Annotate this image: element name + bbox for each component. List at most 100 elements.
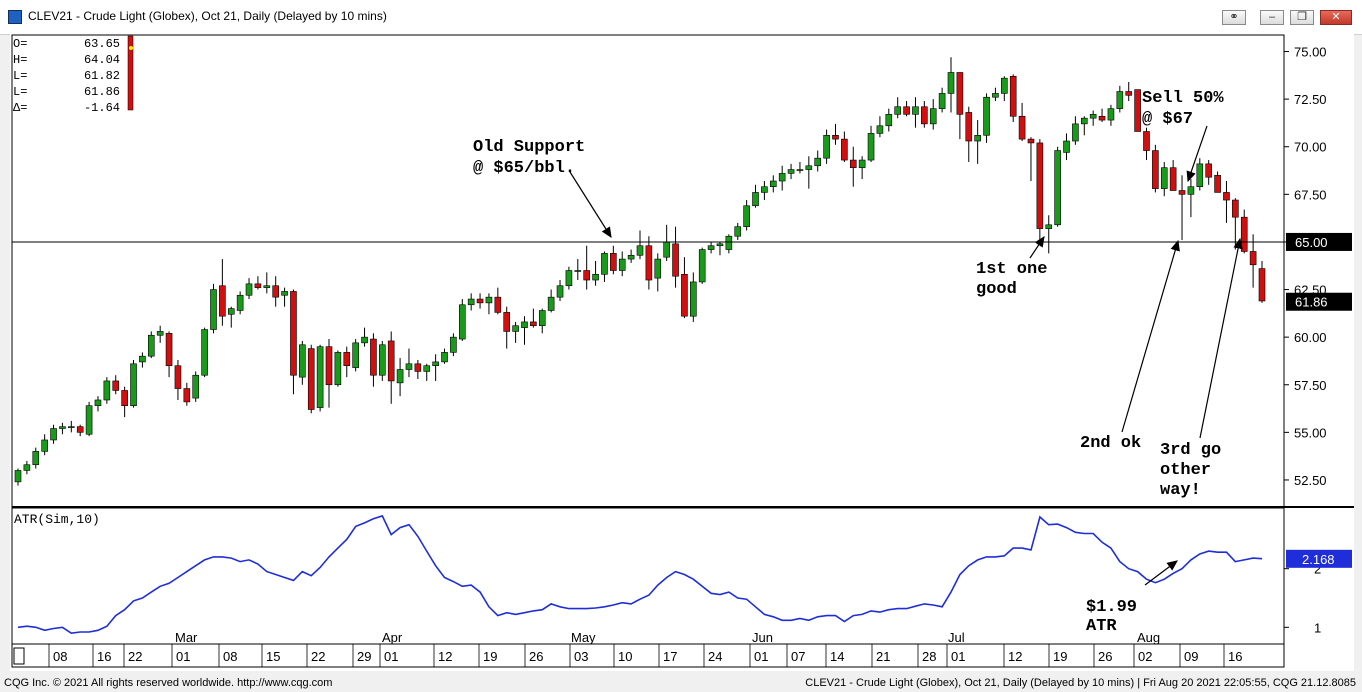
annotation-third: way! xyxy=(1160,481,1201,500)
x-day-label: 15 xyxy=(266,649,280,664)
candle-body xyxy=(245,283,253,296)
candle-body xyxy=(867,133,875,161)
candle-body xyxy=(112,380,120,391)
x-month-label: Mar xyxy=(175,630,198,645)
candle-body xyxy=(743,205,750,228)
link-icon[interactable]: ⚭ xyxy=(1222,10,1246,25)
candle-body xyxy=(698,249,706,283)
window-titlebar: CLEV21 - Crude Light (Globex), Oct 21, D… xyxy=(0,0,1362,35)
atr-panel-label: ATR(Sim,10) xyxy=(14,512,100,527)
candle-body xyxy=(778,173,786,182)
annotation-old-support: @ $65/bbl. xyxy=(473,159,575,178)
candle-body xyxy=(414,363,422,372)
chart-area[interactable]: 2 1 2.168 ATR(Sim,10) 75.00 72.50 70.00 67.50 6… xyxy=(10,34,1354,671)
candle-body xyxy=(512,325,519,332)
annotation-sell: @ $67 xyxy=(1142,110,1193,129)
candle-body xyxy=(219,285,226,317)
candle-body xyxy=(769,180,777,188)
candle-body xyxy=(458,304,466,340)
price-tick-label: 72.50 xyxy=(1294,92,1327,107)
candle-body xyxy=(85,405,93,435)
app-icon xyxy=(8,10,22,24)
candle-body xyxy=(849,159,857,168)
candle-body xyxy=(1134,89,1141,132)
candle-body xyxy=(1214,174,1221,193)
price-tick-label: 75.00 xyxy=(1294,45,1327,60)
arrow-old-support xyxy=(569,171,612,239)
candle-body xyxy=(787,169,795,174)
arrow-first xyxy=(1029,236,1045,259)
candle-body xyxy=(547,296,555,311)
candle-body xyxy=(379,344,386,376)
candle-body xyxy=(565,270,573,287)
x-day-label: 03 xyxy=(574,649,588,664)
x-day-label: 24 xyxy=(708,649,722,664)
x-day-label: 08 xyxy=(223,649,237,664)
annotation-first: 1st one xyxy=(976,260,1047,279)
candle-body xyxy=(299,344,306,378)
annotation-old-support: Old Support xyxy=(473,138,585,157)
candle-body xyxy=(23,464,31,471)
x-day-label: 17 xyxy=(663,649,677,664)
candle-body xyxy=(1027,138,1035,144)
ohlc-value: 63.65 xyxy=(84,37,120,51)
candle-body xyxy=(352,342,359,368)
candle-body xyxy=(921,106,928,125)
x-day-label: 12 xyxy=(1008,649,1022,664)
close-icon[interactable]: ✕ xyxy=(1320,10,1352,25)
candle-body xyxy=(583,270,590,281)
candle-body xyxy=(876,125,884,134)
x-month-label: Jun xyxy=(752,630,773,645)
atr-tick-label: 2 xyxy=(1314,562,1321,577)
candle-body xyxy=(1143,131,1150,151)
x-axis-strip xyxy=(11,643,1285,668)
candle-body xyxy=(654,258,662,279)
candle-body xyxy=(1045,224,1053,229)
candle-body xyxy=(725,235,733,250)
arrow-second xyxy=(1121,239,1180,433)
atr-value-label: 2.168 xyxy=(1302,552,1335,567)
candle-body xyxy=(1178,190,1186,195)
candle-body xyxy=(281,291,288,296)
restore-icon[interactable]: ❐ xyxy=(1290,10,1314,25)
ohlc-label: H= xyxy=(13,53,27,67)
candle-body xyxy=(263,285,271,288)
x-day-label: 01 xyxy=(384,649,398,664)
status-text: CLEV21 - Crude Light (Globex), Oct 21, D… xyxy=(805,677,1356,689)
ohlc-label: O= xyxy=(13,37,27,51)
x-month-label: Aug xyxy=(1137,630,1160,645)
candle-body xyxy=(50,428,57,441)
candle-body xyxy=(974,135,981,142)
candle-body xyxy=(681,274,688,317)
candle-body xyxy=(210,289,217,330)
copyright-text: CQG Inc. © 2021 All rights reserved worl… xyxy=(4,677,333,689)
candle-body xyxy=(343,352,351,367)
candle-body xyxy=(156,331,164,336)
ohlc-value: 64.04 xyxy=(84,53,120,67)
candle-body xyxy=(370,338,377,376)
annotation-atr: $1.99 xyxy=(1086,598,1137,617)
annotation-sell: Sell 50% xyxy=(1142,89,1224,108)
x-day-label: 19 xyxy=(483,649,497,664)
candle-body xyxy=(423,365,431,372)
candle-body xyxy=(1080,117,1088,125)
candle-body xyxy=(1089,114,1097,119)
candle-body xyxy=(938,93,946,109)
atr-value-tag xyxy=(1286,549,1352,568)
arrow-third xyxy=(1199,237,1243,439)
arrow-atr xyxy=(1144,560,1178,586)
candle-body xyxy=(396,369,404,384)
candle-body xyxy=(1009,75,1017,117)
candle-body xyxy=(1018,115,1026,140)
last-price-label: 61.86 xyxy=(1295,295,1328,310)
annotation-third: 3rd go xyxy=(1160,441,1221,460)
candle-body xyxy=(387,340,395,382)
x-day-label: 19 xyxy=(1053,649,1067,664)
scroll-thumb xyxy=(13,647,25,665)
candle-body xyxy=(530,321,537,327)
x-day-label: 21 xyxy=(876,649,890,664)
minimize-icon[interactable]: – xyxy=(1260,10,1284,25)
candle-body xyxy=(68,426,75,428)
candle-body xyxy=(805,165,813,170)
